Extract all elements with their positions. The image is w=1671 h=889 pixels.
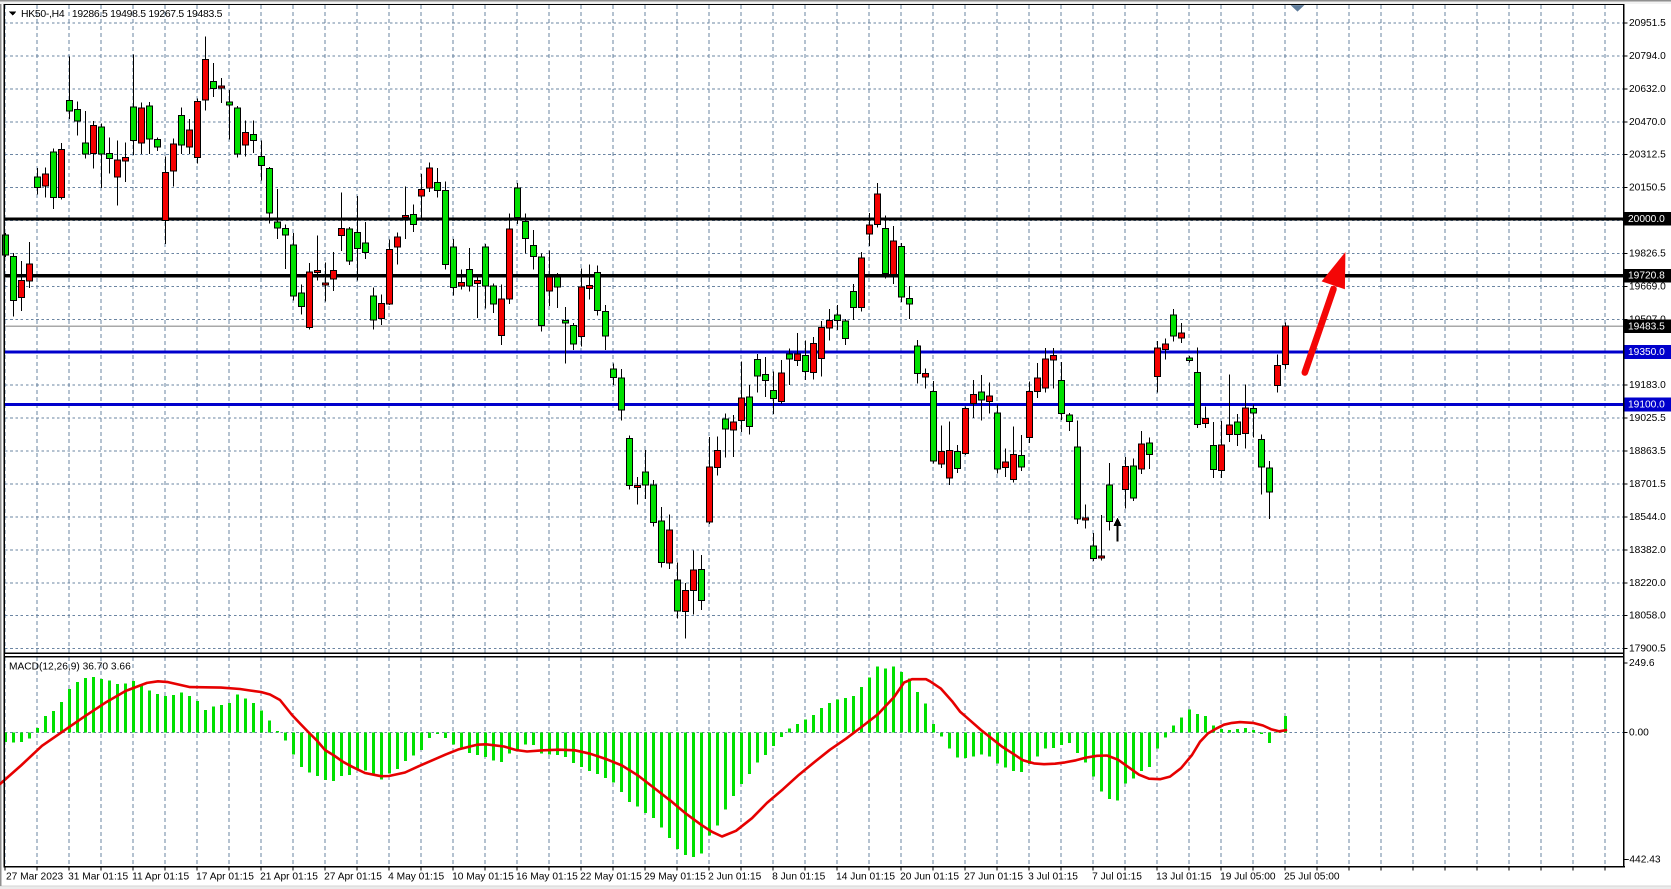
svg-text:21 Apr 01:15: 21 Apr 01:15 — [260, 872, 318, 883]
svg-text:2 Jun 01:15: 2 Jun 01:15 — [708, 872, 762, 883]
svg-text:19483.5: 19483.5 — [1628, 321, 1665, 332]
svg-text:16 May 01:15: 16 May 01:15 — [516, 872, 578, 883]
svg-text:18220.0: 18220.0 — [1629, 578, 1666, 589]
svg-text:27 Apr 01:15: 27 Apr 01:15 — [324, 872, 382, 883]
svg-text:31 Mar 01:15: 31 Mar 01:15 — [68, 872, 128, 883]
svg-text:18382.0: 18382.0 — [1629, 545, 1666, 556]
svg-text:18863.5: 18863.5 — [1629, 446, 1666, 457]
svg-text:20632.0: 20632.0 — [1629, 84, 1666, 95]
svg-text:14 Jun 01:15: 14 Jun 01:15 — [836, 872, 895, 883]
svg-text:11 Apr 01:15: 11 Apr 01:15 — [132, 872, 189, 883]
svg-text:18544.0: 18544.0 — [1629, 512, 1666, 523]
svg-text:8 Jun 01:15: 8 Jun 01:15 — [772, 872, 826, 883]
svg-text:0.00: 0.00 — [1629, 727, 1649, 738]
svg-text:20312.5: 20312.5 — [1629, 150, 1666, 161]
svg-text:19100.0: 19100.0 — [1628, 400, 1665, 411]
svg-text:19183.0: 19183.0 — [1629, 380, 1666, 391]
svg-text:20951.5: 20951.5 — [1629, 18, 1666, 29]
svg-text:-442.43: -442.43 — [1626, 855, 1661, 866]
svg-text:3 Jul 01:15: 3 Jul 01:15 — [1028, 872, 1078, 883]
svg-text:249.6: 249.6 — [1629, 658, 1655, 669]
svg-text:HK50-,H4 19286.5 19498.5 1926: HK50-,H4 19286.5 19498.5 19267.5 19483.5 — [21, 9, 223, 20]
svg-text:13 Jul 01:15: 13 Jul 01:15 — [1156, 872, 1212, 883]
svg-text:17900.5: 17900.5 — [1629, 644, 1666, 655]
svg-text:27 Jun 01:15: 27 Jun 01:15 — [964, 872, 1023, 883]
svg-text:18701.5: 18701.5 — [1629, 479, 1666, 490]
svg-text:19720.8: 19720.8 — [1628, 271, 1665, 282]
svg-text:20470.0: 20470.0 — [1629, 117, 1666, 128]
svg-text:20 Jun 01:15: 20 Jun 01:15 — [900, 872, 959, 883]
svg-text:17 Apr 01:15: 17 Apr 01:15 — [196, 872, 254, 883]
svg-text:25 Jul 05:00: 25 Jul 05:00 — [1284, 872, 1340, 883]
svg-text:29 May 01:15: 29 May 01:15 — [644, 872, 706, 883]
svg-text:18058.0: 18058.0 — [1629, 611, 1666, 622]
svg-text:MACD(12,26,9) 36.70 3.66: MACD(12,26,9) 36.70 3.66 — [9, 662, 131, 673]
svg-text:20794.0: 20794.0 — [1629, 51, 1666, 62]
svg-text:20150.5: 20150.5 — [1629, 183, 1666, 194]
svg-text:19350.0: 19350.0 — [1628, 347, 1665, 358]
svg-text:22 May 01:15: 22 May 01:15 — [580, 872, 642, 883]
svg-text:19 Jul 05:00: 19 Jul 05:00 — [1220, 872, 1276, 883]
svg-text:20000.0: 20000.0 — [1628, 214, 1665, 225]
svg-text:19826.5: 19826.5 — [1629, 249, 1666, 260]
svg-text:7 Jul 01:15: 7 Jul 01:15 — [1092, 872, 1142, 883]
svg-text:19669.0: 19669.0 — [1629, 281, 1666, 292]
svg-text:4 May 01:15: 4 May 01:15 — [388, 872, 444, 883]
svg-text:27 Mar 2023: 27 Mar 2023 — [6, 872, 64, 883]
svg-text:19025.5: 19025.5 — [1629, 413, 1666, 424]
svg-text:10 May 01:15: 10 May 01:15 — [452, 872, 514, 883]
